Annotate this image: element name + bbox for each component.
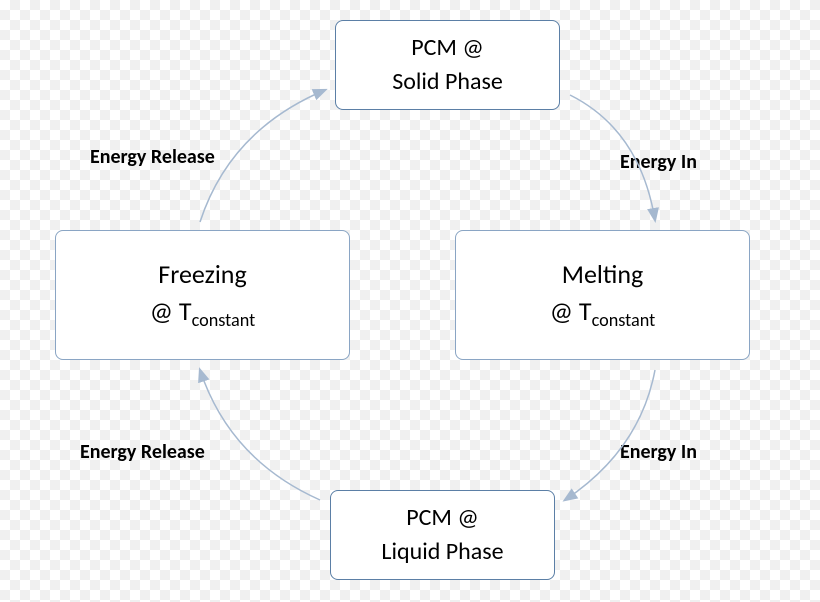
arrow-left-top	[200, 90, 325, 222]
node-freezing: Freezing @ Tconstant	[55, 230, 350, 360]
node-freezing-line1: Freezing	[158, 256, 246, 292]
node-freezing-line2: @ Tconstant	[150, 293, 255, 334]
melting-prefix: @ T	[550, 295, 592, 327]
edge-label-energy-in-top: Energy In	[620, 150, 697, 174]
node-liquid-phase-line1: PCM @	[406, 501, 479, 535]
edge-label-energy-release-bottom: Energy Release	[80, 440, 205, 464]
node-solid-phase-line2: Solid Phase	[392, 65, 503, 99]
arrow-bottom-left	[200, 370, 320, 500]
node-melting-line2: @ Tconstant	[550, 293, 655, 334]
edge-label-energy-release-top: Energy Release	[90, 145, 215, 169]
arrow-right-bottom	[565, 370, 655, 500]
node-solid-phase: PCM @ Solid Phase	[335, 20, 560, 110]
node-melting: Melting @ Tconstant	[455, 230, 750, 360]
freezing-prefix: @ T	[150, 295, 192, 327]
node-liquid-phase: PCM @ Liquid Phase	[330, 490, 555, 580]
edge-label-energy-in-bottom: Energy In	[620, 440, 697, 464]
freezing-subscript: constant	[192, 309, 256, 331]
melting-subscript: constant	[592, 309, 656, 331]
node-liquid-phase-line2: Liquid Phase	[381, 535, 503, 569]
node-solid-phase-line1: PCM @	[411, 31, 484, 65]
node-melting-line1: Melting	[562, 256, 644, 292]
